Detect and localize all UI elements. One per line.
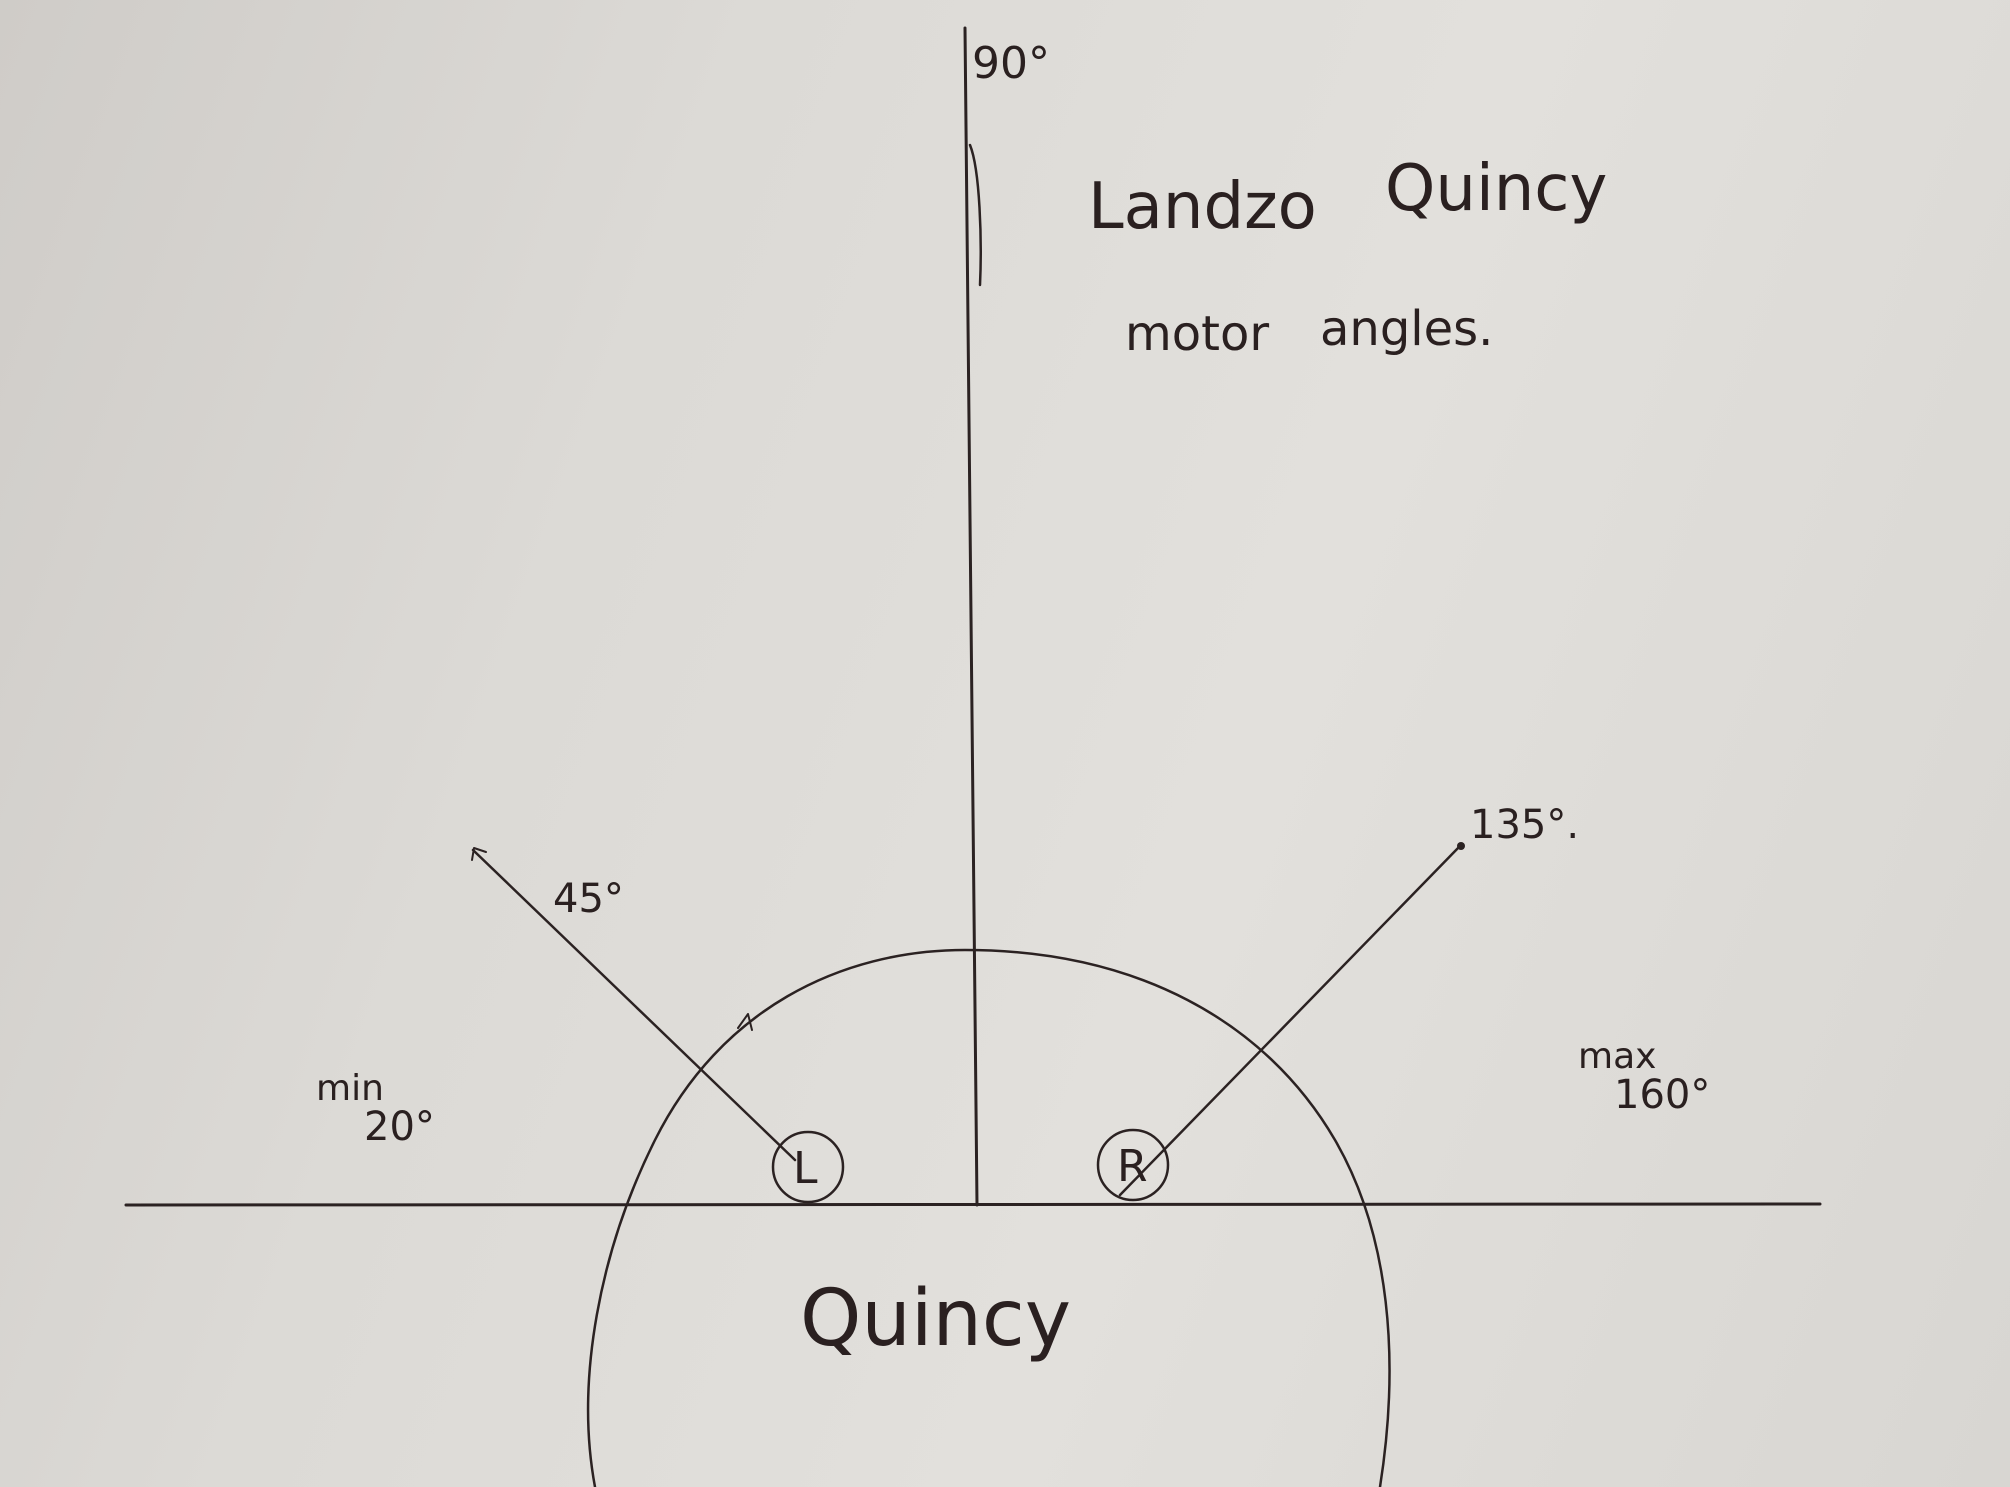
subtitle-word-motor: motor [1125, 306, 1269, 362]
right-arm-tip [1457, 842, 1465, 850]
vertical-angle-label: 90° [972, 38, 1050, 89]
subtitle-word-angles: angles. [1320, 301, 1493, 357]
baseline [124, 1202, 1822, 1207]
left-arm-angle-label: 45° [553, 876, 624, 922]
title-word-quincy: Quincy [1385, 152, 1607, 226]
min-angle-value: 20° [364, 1104, 435, 1150]
max-angle-value: 160° [1614, 1072, 1710, 1118]
left-arm-tip [471, 847, 487, 861]
right-arm-line [1118, 844, 1462, 1197]
title-word-landzo: Landzo [1088, 170, 1317, 244]
body-arrow-mark [737, 1013, 753, 1031]
left-motor-circle [771, 1130, 845, 1204]
max-label: max [1578, 1036, 1656, 1077]
left-motor-label: L [793, 1143, 818, 1194]
right-motor-circle [1096, 1128, 1170, 1202]
right-arm-angle-label: 135°. [1470, 802, 1579, 848]
min-label: min [316, 1068, 384, 1109]
robot-body-label: Quincy [800, 1274, 1071, 1364]
right-motor-label: R [1117, 1141, 1148, 1192]
left-arm-line [471, 848, 797, 1162]
vertical-axis-line [963, 26, 979, 1207]
vertical-line-retrace [968, 143, 982, 287]
robot-body-outline [586, 948, 1391, 1487]
